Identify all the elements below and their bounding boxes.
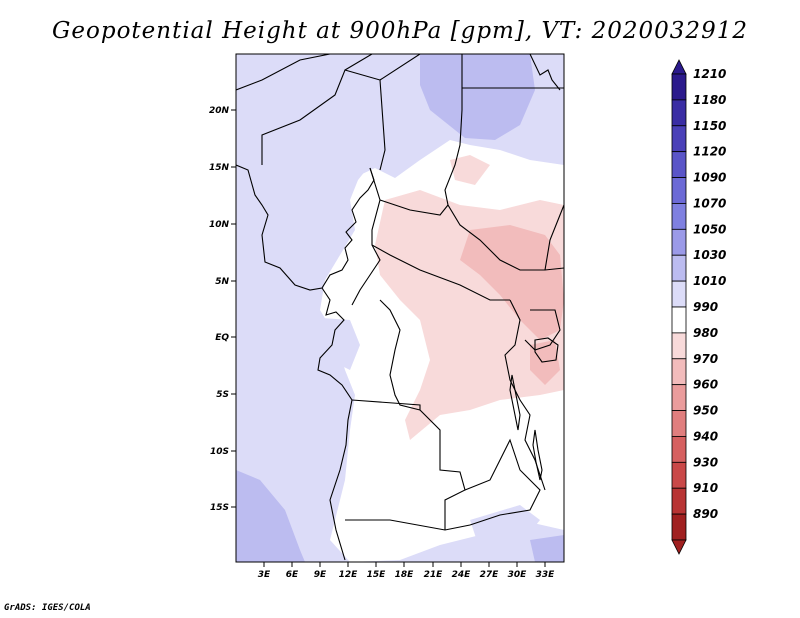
- border-ethiopia: [544, 204, 564, 271]
- colorbar-swatch: [671, 487, 687, 515]
- colorbar-swatch: [671, 358, 687, 386]
- central-africa-coast: [317, 287, 353, 561]
- anomaly-blue-patch: [236, 470, 305, 562]
- lat-label: 10N: [209, 220, 230, 230]
- border-car: [371, 199, 510, 301]
- colorbar-swatch: [671, 73, 687, 101]
- colorbar-swatch: [671, 513, 687, 541]
- lat-label: 5S: [216, 390, 229, 400]
- map-field: [236, 54, 564, 562]
- lon-axis: 3E 6E 9E 12E 15E 18E 21E 24E 27E 30E 33E: [258, 562, 555, 580]
- border-uganda-kenya: [524, 309, 561, 351]
- grads-credit: GrADS: IGES/COLA: [4, 603, 91, 613]
- colorbar-top-arrow: [671, 59, 687, 75]
- colorbar-swatch: [671, 384, 687, 411]
- colorbar-swatch: [671, 151, 687, 178]
- lat-label: 15N: [209, 163, 230, 173]
- lake-victoria: [534, 337, 559, 363]
- colorbar-label: 1050: [693, 222, 726, 236]
- red-sea-coast: [529, 54, 561, 91]
- colorbar-swatch: [671, 228, 687, 256]
- colorbar-label: 1030: [693, 248, 726, 262]
- colorbar-label: 940: [693, 429, 718, 443]
- lon-label: 33E: [536, 570, 556, 580]
- border-niger: [261, 69, 386, 171]
- lon-label: 6E: [286, 570, 299, 580]
- anomaly-lightblue-patch: [236, 54, 380, 210]
- colorbar-label: 1070: [693, 196, 726, 210]
- west-africa-coast: [236, 164, 375, 291]
- map-frame: [235, 53, 565, 563]
- colorbar-label: 1010: [693, 274, 726, 288]
- lon-label: 9E: [314, 570, 327, 580]
- anomaly-lightblue-patch: [470, 505, 540, 550]
- lon-label: 12E: [339, 570, 359, 580]
- colorbar-swatch: [671, 254, 687, 282]
- border-nigeria-cameroon: [351, 167, 381, 306]
- lon-label: 24E: [452, 570, 472, 580]
- border-angola-south: [345, 519, 471, 531]
- colorbar-label: 1090: [693, 171, 726, 185]
- anomaly-blue-patch: [530, 535, 564, 562]
- lat-label: 5N: [215, 277, 229, 287]
- colorbar-label: 890: [693, 507, 718, 521]
- anomaly-red-patch: [530, 340, 560, 385]
- colorbar-label: 950: [693, 404, 718, 418]
- lon-label: 3E: [258, 570, 271, 580]
- anomaly-lightblue-patch: [322, 318, 360, 370]
- colorbar-swatch: [671, 436, 687, 463]
- lon-label: 27E: [480, 570, 500, 580]
- lon-label: 15E: [367, 570, 387, 580]
- colorbar-swatch: [671, 203, 687, 230]
- colorbar-swatch: [671, 306, 687, 334]
- colorbar-label: 1120: [693, 145, 726, 159]
- lon-label: 30E: [508, 570, 528, 580]
- colorbar-swatch: [671, 177, 687, 204]
- border-drc-angola: [351, 399, 466, 530]
- lake-malawi: [532, 429, 543, 481]
- anomaly-pink-patch: [450, 155, 490, 185]
- colorbar-swatch: [671, 410, 687, 437]
- colorbar-swatch: [671, 125, 687, 153]
- colorbar: 1210 1180 1150 1120 1090 1070 1050 1030 1010 990 9…: [671, 59, 726, 555]
- colorbar-swatch: [671, 99, 687, 127]
- colorbar-bottom-arrow: [671, 539, 687, 555]
- colorbar-swatch: [671, 332, 687, 360]
- map-title: Geopotential Height at 900hPa [gpm], VT:…: [52, 18, 748, 44]
- border-sahara-north: [236, 54, 331, 91]
- colorbar-label: 1150: [693, 119, 726, 133]
- colorbar-label: 1180: [693, 93, 726, 107]
- colorbar-label: 1210: [693, 67, 726, 81]
- lat-label: 20N: [209, 106, 230, 116]
- border-libya-chad: [344, 54, 421, 81]
- lat-label: 10S: [210, 447, 229, 457]
- colorbar-swatch: [671, 461, 687, 489]
- colorbar-label: 960: [693, 378, 718, 392]
- colorbar-label: 980: [693, 326, 718, 340]
- colorbar-label: 910: [693, 481, 718, 495]
- colorbar-swatch: [671, 280, 687, 308]
- lat-label: 15S: [210, 503, 229, 513]
- lon-label: 21E: [424, 570, 444, 580]
- colorbar-label: 970: [693, 352, 718, 366]
- coastlines-borders: [236, 54, 564, 561]
- lat-label: EQ: [215, 333, 229, 343]
- colorbar-label: 990: [693, 300, 718, 314]
- border-zambia: [464, 438, 541, 526]
- anomaly-blue-patch: [420, 54, 535, 140]
- colorbar-label: 930: [693, 455, 718, 469]
- lake-tanganyika: [509, 374, 521, 431]
- anomaly-red-patch: [460, 225, 564, 340]
- lon-label: 18E: [395, 570, 415, 580]
- border-sudan-chad: [444, 54, 564, 271]
- lat-axis: 20N 15N 10N 5N EQ 5S 10S 15S: [209, 106, 236, 513]
